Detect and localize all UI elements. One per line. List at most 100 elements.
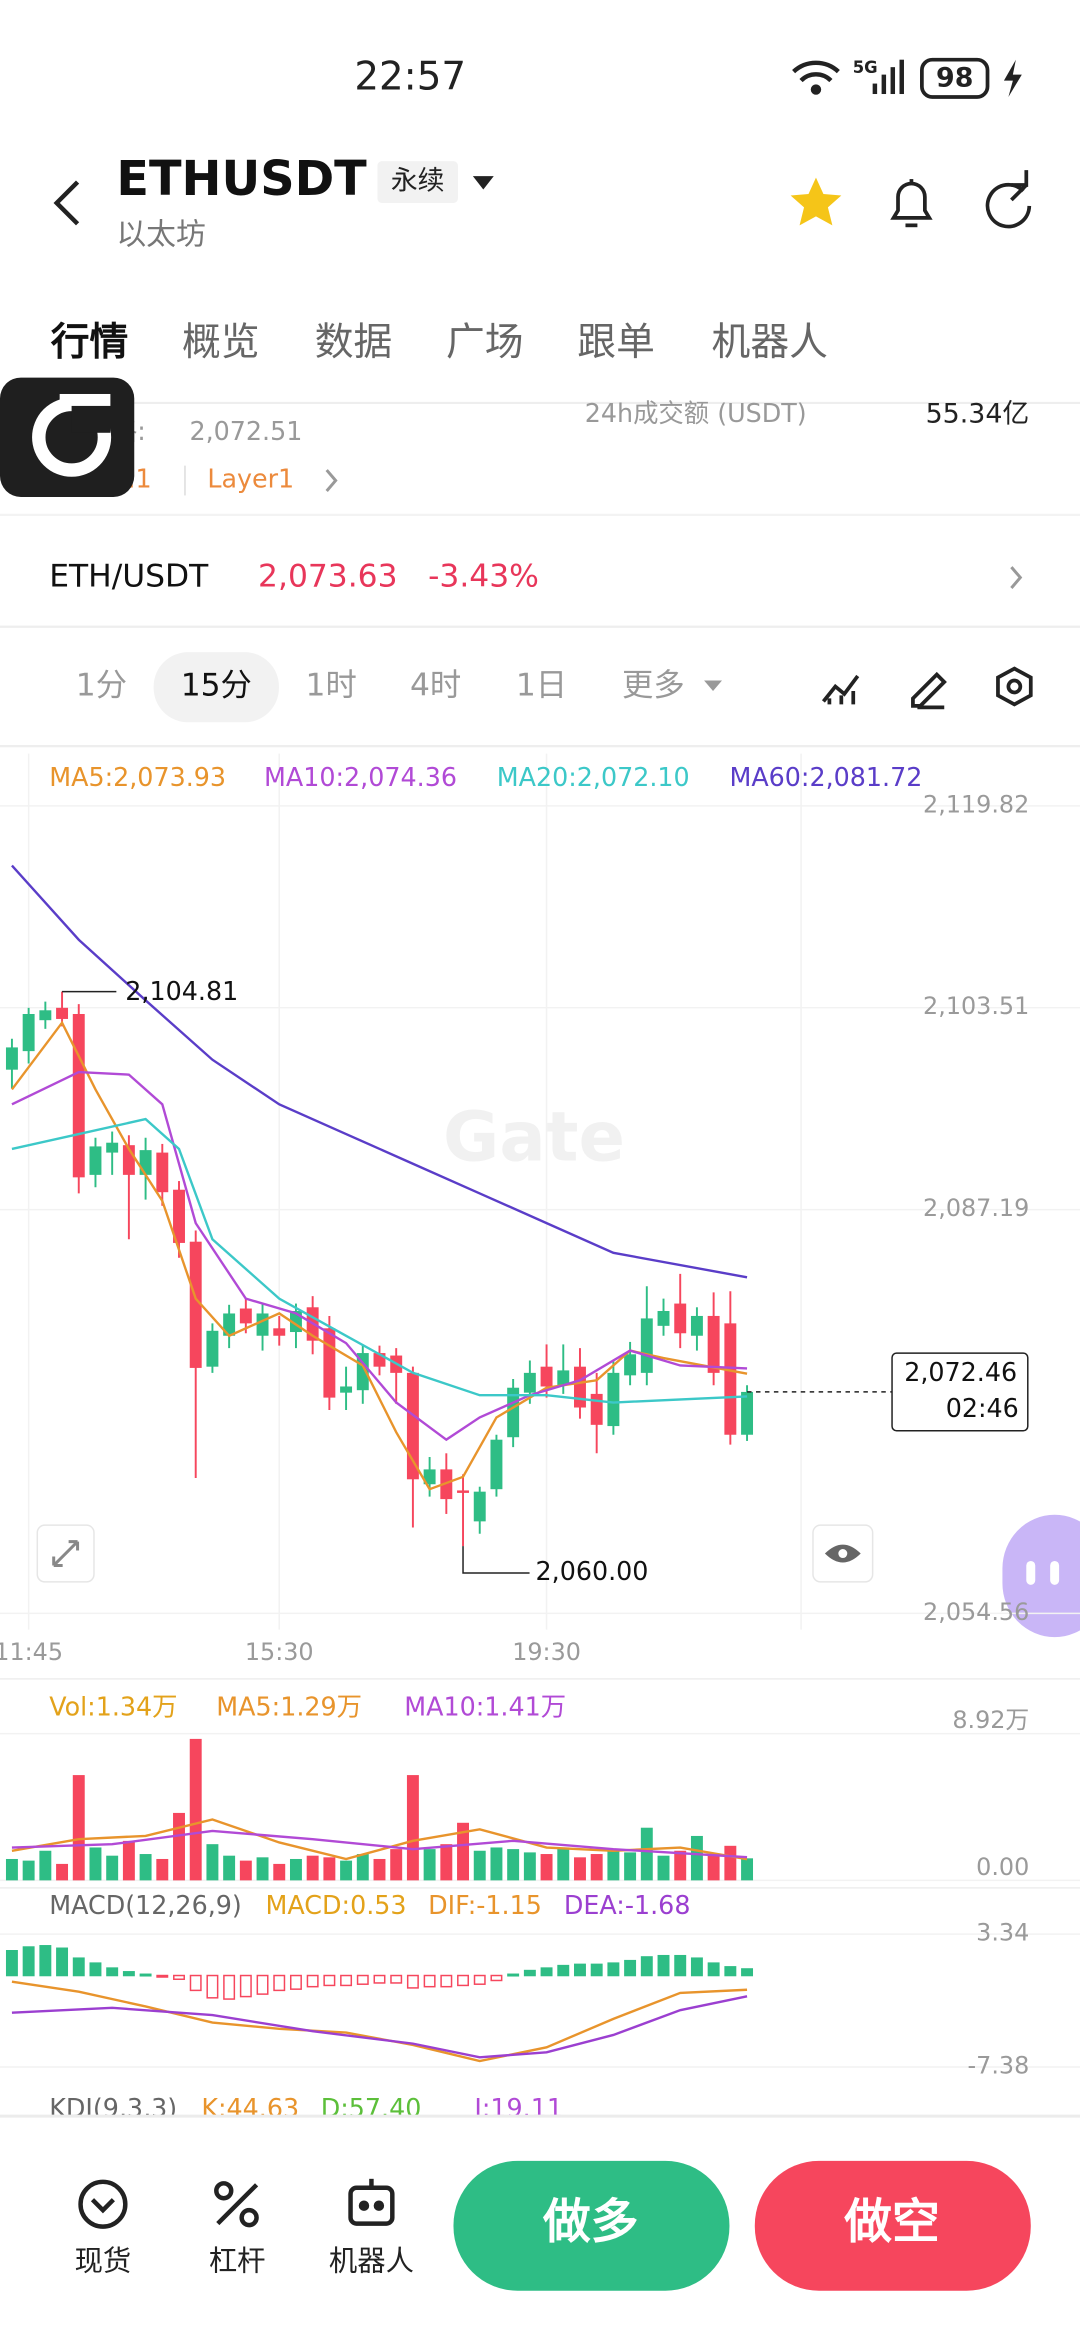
interval-active[interactable]: 15分 — [181, 667, 252, 703]
share-icon[interactable] — [985, 170, 1032, 229]
legend-item: MACD:0.53 — [266, 1890, 407, 1920]
nav-label[interactable]: 现货 — [75, 2244, 132, 2277]
assistant-bubble[interactable] — [1002, 1514, 1080, 1638]
interval[interactable]: 1分 — [76, 667, 127, 703]
favorite-star[interactable] — [790, 177, 842, 226]
nav-label[interactable]: 机器人 — [329, 2244, 414, 2277]
last-price-label: 2,072.46 — [904, 1357, 1017, 1387]
draw-icon[interactable] — [911, 671, 947, 710]
nav-label[interactable]: 杠杆 — [209, 2244, 266, 2277]
macd-bar — [139, 1973, 152, 1977]
chevron[interactable] — [1010, 566, 1023, 589]
macd-bar — [5, 1949, 18, 1977]
candle-body — [189, 1241, 202, 1368]
volume-bar — [440, 1844, 453, 1881]
interval[interactable]: 更多 — [622, 667, 685, 703]
volume-bar — [289, 1858, 302, 1881]
y-tick-label: 2,119.82 — [923, 790, 1029, 818]
sector-tag[interactable]: Layer1 — [207, 464, 294, 494]
volume-bar — [390, 1849, 403, 1881]
macd-bar — [340, 1974, 353, 1987]
alert-bell[interactable] — [890, 179, 933, 228]
macd-bar — [189, 1974, 202, 1992]
macd-bar — [56, 1947, 69, 1977]
tab[interactable]: 数据 — [315, 320, 393, 365]
tab-active[interactable]: 行情 — [51, 320, 129, 365]
volume-bar — [624, 1852, 637, 1881]
price-value: 2,072.51 — [189, 416, 302, 446]
candle-body — [340, 1386, 353, 1393]
volume-bar — [39, 1850, 52, 1881]
tab[interactable]: 概览 — [182, 320, 260, 365]
macd-bar — [206, 1974, 219, 1999]
volume-label: 24h成交额 (USDT) — [585, 398, 807, 428]
legend-item: DIF:-1.15 — [428, 1890, 542, 1920]
volume-bar — [523, 1852, 536, 1881]
macd-bar — [657, 1954, 670, 1977]
candle-body — [273, 1328, 286, 1336]
interval[interactable]: 4时 — [410, 667, 461, 703]
status-time: 22:57 — [354, 55, 466, 100]
legend-item: MA20:2,072.10 — [497, 762, 690, 792]
floating-app-icon[interactable] — [0, 377, 135, 497]
volume-bar — [189, 1738, 202, 1881]
long-label[interactable]: 做多 — [542, 2195, 638, 2250]
candle-body — [223, 1313, 236, 1336]
y-tick-label: 0.00 — [976, 1853, 1029, 1881]
x-tick-label: 11:45 — [0, 1638, 63, 1666]
visibility-button[interactable] — [812, 1524, 874, 1583]
volume-bar — [323, 1857, 336, 1881]
interval[interactable]: 1日 — [516, 667, 567, 703]
y-tick-label: 2,087.19 — [923, 1194, 1029, 1222]
macd-bar — [607, 1962, 620, 1977]
candle-body — [540, 1366, 553, 1387]
legend-item: DEA:-1.68 — [564, 1890, 691, 1920]
spot-icon[interactable] — [78, 2179, 128, 2229]
candle-body — [239, 1308, 252, 1324]
macd-bar — [457, 1974, 469, 1987]
short-button[interactable] — [754, 2160, 1031, 2291]
line-series — [11, 864, 748, 1279]
volume-bar — [457, 1822, 469, 1881]
battery-level: 98 — [936, 63, 973, 94]
macd-bar — [106, 1967, 119, 1977]
line-series — [10, 1020, 748, 1491]
settings-icon[interactable] — [996, 666, 1033, 707]
volume-bar — [173, 1812, 185, 1881]
macd-bar — [724, 1966, 737, 1977]
x-tick-label: 19:30 — [512, 1638, 581, 1666]
short-label[interactable]: 做空 — [843, 2195, 939, 2250]
dropdown-icon[interactable] — [472, 176, 494, 190]
margin-icon[interactable] — [214, 2181, 259, 2228]
tab[interactable]: 机器人 — [712, 320, 828, 365]
volume-bar — [223, 1855, 236, 1881]
indicator-icon[interactable] — [821, 674, 860, 705]
volume-bar — [607, 1849, 620, 1881]
candle-body — [657, 1310, 670, 1326]
interval[interactable]: 1时 — [306, 667, 357, 703]
legend-title: MACD(12,26,9) — [49, 1890, 242, 1920]
legend-item: MA5:1.29万 — [216, 1692, 362, 1722]
candle-body — [156, 1152, 169, 1193]
volume-bar — [507, 1849, 520, 1881]
macd-bar — [89, 1962, 102, 1977]
volume-bar — [640, 1827, 653, 1881]
macd-bar — [72, 1957, 85, 1977]
volume-bar — [89, 1847, 102, 1881]
macd-bar — [122, 1971, 135, 1977]
dropdown-icon[interactable] — [704, 680, 722, 691]
candle-body — [22, 1013, 35, 1052]
long-button[interactable] — [453, 2160, 730, 2291]
contract-badge[interactable] — [377, 161, 458, 203]
bot-icon[interactable] — [348, 2178, 395, 2226]
candle-body — [674, 1303, 687, 1334]
macd-bar — [540, 1967, 553, 1977]
macd-bar — [39, 1945, 52, 1977]
tab[interactable]: 广场 — [446, 320, 524, 365]
macd-bar — [590, 1963, 603, 1977]
tab[interactable]: 跟单 — [577, 320, 655, 365]
expand-button[interactable] — [36, 1524, 95, 1583]
volume-bar — [256, 1857, 269, 1881]
network-type: 5G — [853, 58, 878, 77]
back-button[interactable] — [53, 180, 80, 226]
